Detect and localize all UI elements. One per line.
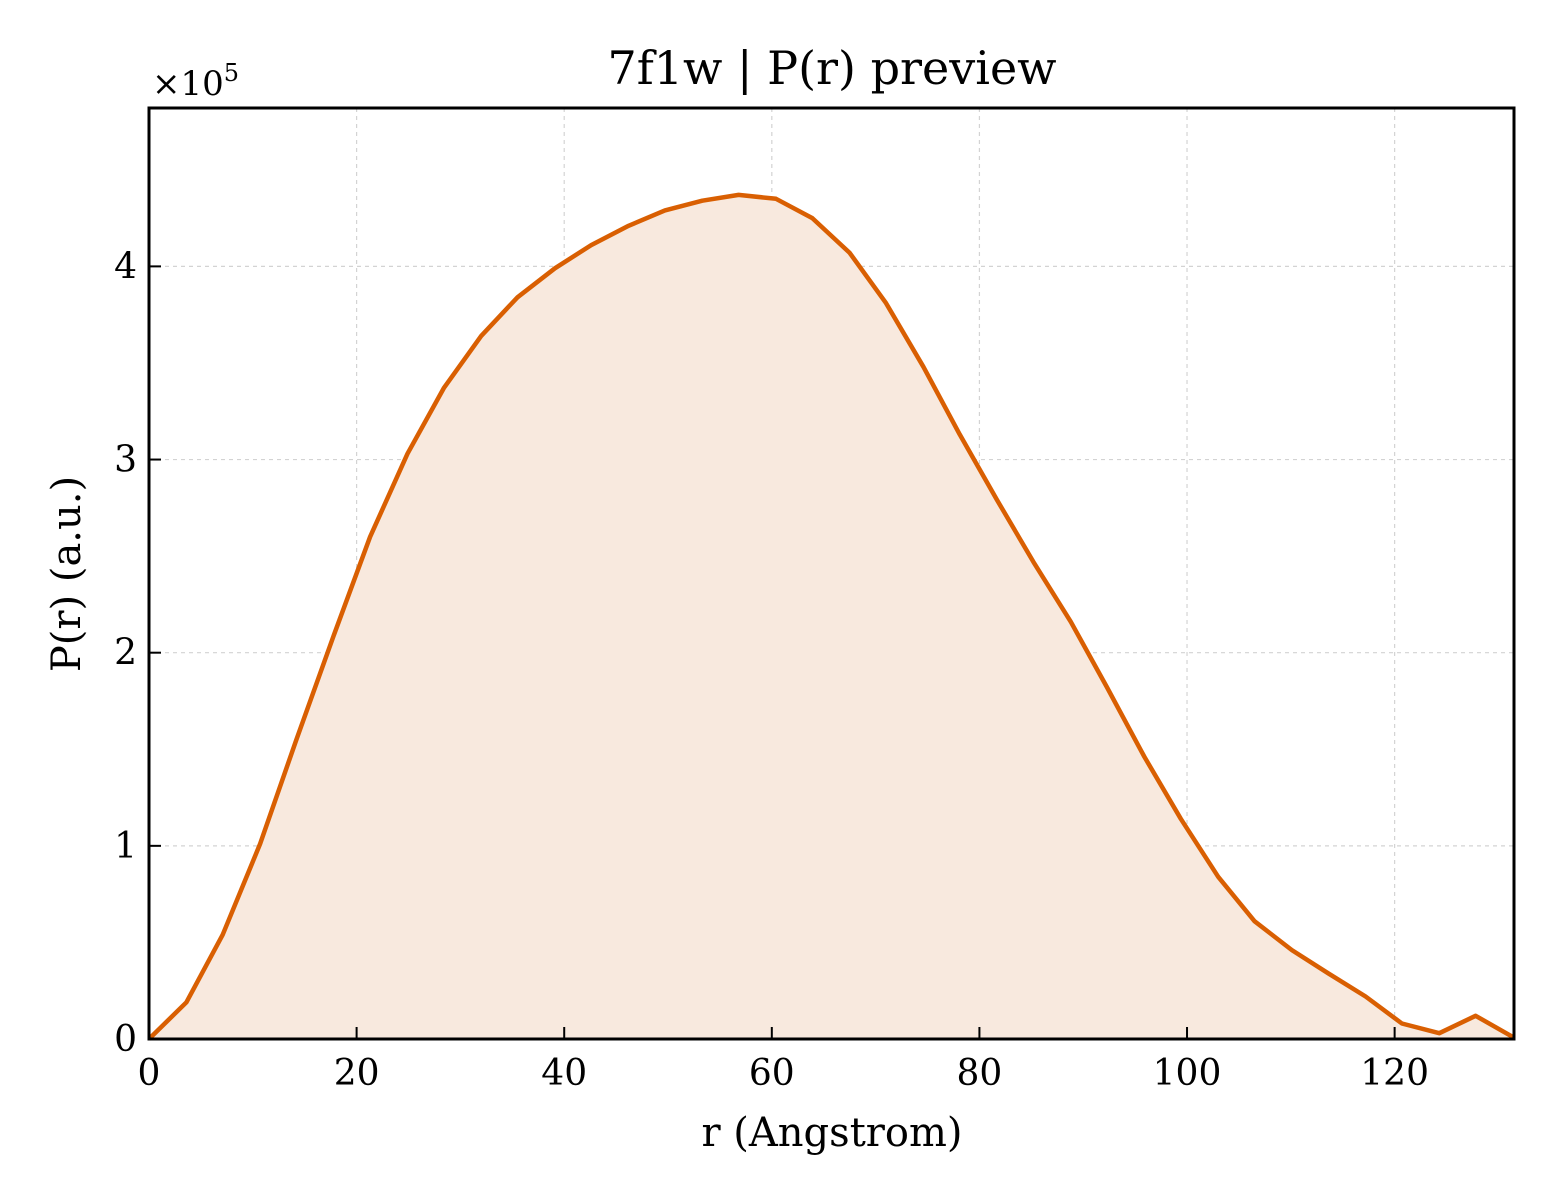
x-tick-label: 80 (957, 1053, 1003, 1094)
y-axis-label: P(r) (a.u.) (44, 476, 90, 672)
y-tick-label: 4 (114, 246, 137, 287)
pr-line (147, 192, 1515, 1041)
x-tick-label: 100 (1153, 1053, 1222, 1094)
x-tick-label: 120 (1360, 1053, 1429, 1094)
x-axis-label: r (Angstrom) (701, 1110, 962, 1156)
chart-title: 7f1w | P(r) preview (607, 41, 1056, 95)
x-tick-label: 40 (541, 1053, 587, 1094)
y-tick-label: 0 (114, 1019, 137, 1060)
y-offset-label: ×105 (152, 59, 239, 104)
plot-frame (147, 106, 1516, 1041)
y-offset-base: ×10 (152, 64, 224, 104)
x-tick-label: 60 (749, 1053, 795, 1094)
x-tick-label: 20 (334, 1053, 380, 1094)
y-tick-label: 3 (114, 440, 137, 481)
x-tick-label: 0 (138, 1053, 161, 1094)
line-layer (147, 192, 1515, 1041)
y-tick-label: 2 (114, 633, 137, 674)
y-tick-label: 1 (114, 826, 137, 867)
y-offset-exponent: 5 (224, 59, 239, 87)
tick-layer: 0 20 40 60 80 100 120 0 1 2 3 4 (114, 246, 1429, 1094)
area-fill-layer (149, 194, 1513, 1039)
pr-area-fill (149, 194, 1513, 1039)
